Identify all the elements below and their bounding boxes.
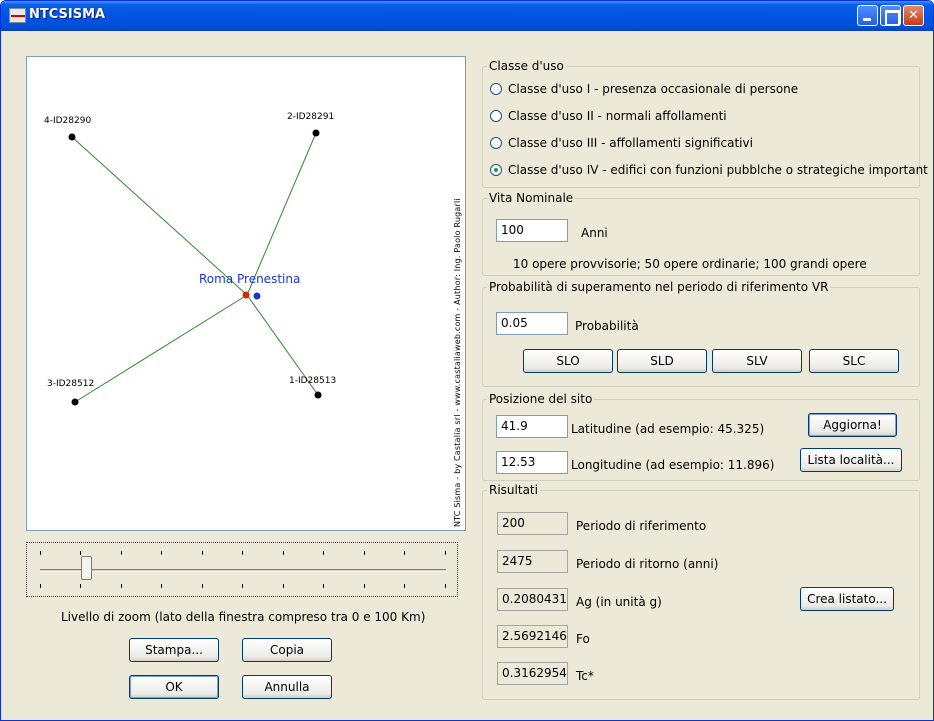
station-marker: [68, 133, 76, 141]
ok-button[interactable]: OK: [129, 675, 219, 699]
slv-button[interactable]: SLV: [712, 349, 802, 373]
group-title: Risultati: [487, 483, 540, 497]
vita-note: 10 opere provvisorie; 50 opere ordinarie…: [513, 257, 867, 271]
result-value: 0.3162954: [497, 662, 568, 685]
site-marker: [242, 291, 250, 299]
radio-label: Classe d'uso III - affollamenti signific…: [508, 136, 753, 150]
group-title: Probabilità di superamento nel periodo d…: [487, 280, 831, 294]
slider-tick: [80, 551, 81, 555]
print-button[interactable]: Stampa...: [129, 638, 219, 662]
location-marker: [253, 292, 261, 300]
vita-nominale-group: Vita Nominale 100 Anni 10 opere provviso…: [482, 191, 920, 276]
app-icon[interactable]: [9, 8, 26, 23]
radio-button-icon[interactable]: [490, 137, 502, 149]
slider-tick: [283, 584, 284, 588]
slider-tick: [445, 551, 446, 555]
slider-tick: [445, 584, 446, 588]
radio-classe-3[interactable]: Classe d'uso III - affollamenti signific…: [490, 136, 753, 150]
vita-nominale-input[interactable]: 100: [496, 219, 568, 242]
close-button[interactable]: [903, 5, 924, 26]
slider-track[interactable]: [40, 569, 446, 572]
result-label: Ag (in unità g): [576, 595, 662, 609]
station-marker: [314, 391, 322, 399]
radio-button-icon[interactable]: [490, 110, 502, 122]
title-bar[interactable]: NTCSISMA: [1, 1, 933, 31]
slider-tick: [364, 584, 365, 588]
slider-tick: [40, 584, 41, 588]
map-view[interactable]: 4-ID28290 2-ID28291 3-ID28512 1-ID28513 …: [26, 56, 466, 531]
slider-tick: [283, 551, 284, 555]
group-title: Posizione del sito: [487, 392, 595, 406]
slider-tick: [242, 584, 243, 588]
probabilita-label: Probabilità: [575, 319, 639, 333]
slider-tick: [161, 584, 162, 588]
slider-tick: [40, 551, 41, 555]
slider-tick: [121, 584, 122, 588]
sld-button[interactable]: SLD: [617, 349, 707, 373]
station-marker: [71, 398, 79, 406]
slider-tick: [80, 584, 81, 588]
slider-tick: [121, 551, 122, 555]
crea-listato-button[interactable]: Crea listato...: [800, 587, 894, 611]
station-label: 3-ID28512: [47, 379, 95, 389]
group-title: Vita Nominale: [487, 191, 576, 205]
minimize-button[interactable]: [857, 5, 878, 26]
result-label: Periodo di ritorno (anni): [576, 557, 719, 571]
latitude-input[interactable]: 41.9: [496, 415, 568, 438]
zoom-slider[interactable]: [26, 542, 458, 597]
station-label: 4-ID28290: [44, 116, 92, 126]
radio-classe-4[interactable]: Classe d'uso IV - edifici con funzioni p…: [490, 163, 928, 177]
radio-label: Classe d'uso IV - edifici con funzioni p…: [508, 163, 928, 177]
cancel-button[interactable]: Annulla: [242, 675, 332, 699]
radio-classe-2[interactable]: Classe d'uso II - normali affollamenti: [490, 109, 727, 123]
slider-tick: [364, 551, 365, 555]
slider-tick: [202, 584, 203, 588]
probabilita-input[interactable]: 0.05: [496, 312, 568, 335]
group-title: Classe d'uso: [487, 59, 566, 73]
result-label: Tc*: [576, 669, 594, 683]
slider-tick: [242, 551, 243, 555]
slider-tick: [404, 551, 405, 555]
probabilita-group: Probabilità di superamento nel periodo d…: [482, 280, 920, 387]
result-value: 2.5692146: [497, 625, 568, 648]
maximize-button[interactable]: [880, 5, 901, 26]
longitude-label: Longitudine (ad esempio: 11.896): [571, 458, 775, 472]
credit-text: NTC Sisma - by Castalia srl - www.castal…: [453, 198, 462, 527]
classe-uso-group: Classe d'uso Classe d'uso I - presenza o…: [482, 59, 928, 188]
radio-button-icon[interactable]: [490, 164, 502, 176]
window-title: NTCSISMA: [29, 7, 106, 22]
slider-tick: [404, 584, 405, 588]
result-label: Periodo di riferimento: [576, 519, 707, 533]
radio-button-icon[interactable]: [490, 83, 502, 95]
longitude-input[interactable]: 12.53: [496, 451, 568, 474]
zoom-label: Livello di zoom (lato della finestra com…: [61, 610, 426, 624]
map-lines: [68, 129, 322, 406]
slo-button[interactable]: SLO: [523, 349, 613, 373]
radio-label: Classe d'uso II - normali affollamenti: [508, 109, 727, 123]
posizione-group: Posizione del sito 41.9 Latitudine (ad e…: [482, 392, 920, 481]
site-name-label: Roma Prenestina: [199, 272, 301, 286]
station-marker: [312, 129, 320, 137]
result-value: 2475: [497, 550, 568, 573]
radio-classe-1[interactable]: Classe d'uso I - presenza occasionale di…: [490, 82, 798, 96]
station-label: 1-ID28513: [289, 376, 337, 386]
latitude-label: Latitudine (ad esempio: 45.325): [571, 422, 765, 436]
copy-button[interactable]: Copia: [242, 638, 332, 662]
slider-tick: [202, 551, 203, 555]
slc-button[interactable]: SLC: [809, 349, 899, 373]
risultati-group: Risultati 200 Periodo di riferimento 247…: [482, 483, 920, 700]
result-value: 0.2080431: [497, 588, 568, 611]
aggiorna-button[interactable]: Aggiorna!: [808, 413, 897, 437]
slider-thumb[interactable]: [81, 556, 92, 580]
slider-tick: [323, 584, 324, 588]
radio-label: Classe d'uso I - presenza occasionale di…: [508, 82, 799, 96]
slider-tick: [161, 551, 162, 555]
result-label: Fo: [576, 632, 590, 646]
result-value: 200: [497, 512, 568, 535]
station-label: 2-ID28291: [287, 112, 335, 122]
lista-localita-button[interactable]: Lista località...: [800, 448, 902, 472]
vita-unit-label: Anni: [581, 226, 608, 240]
slider-tick: [323, 551, 324, 555]
